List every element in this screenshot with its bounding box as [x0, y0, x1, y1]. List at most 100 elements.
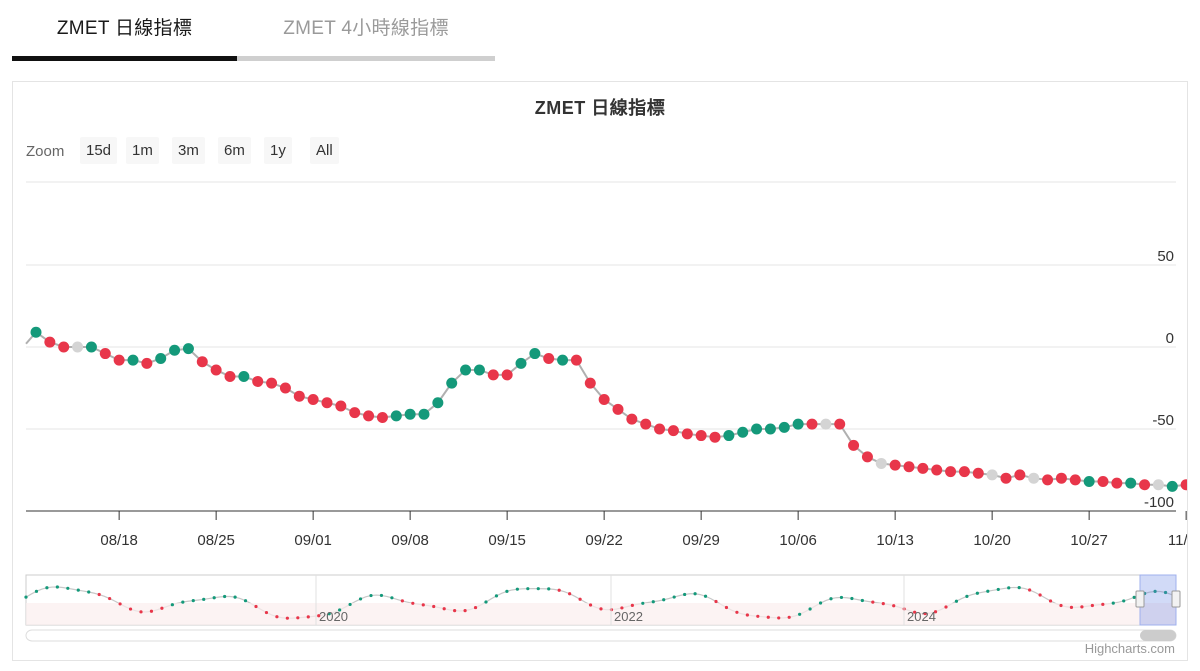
- data-point-down[interactable]: [99, 348, 111, 360]
- data-point-down[interactable]: [570, 354, 582, 366]
- data-point-down[interactable]: [584, 377, 596, 389]
- data-point-down[interactable]: [1180, 479, 1187, 491]
- data-point-down[interactable]: [266, 377, 278, 389]
- data-point-neutral[interactable]: [72, 341, 84, 353]
- data-point-down[interactable]: [972, 467, 984, 479]
- data-point-up[interactable]: [127, 354, 139, 366]
- data-point-down[interactable]: [1055, 472, 1067, 484]
- data-point-down[interactable]: [861, 451, 873, 463]
- data-point-down[interactable]: [487, 369, 499, 381]
- data-point-up[interactable]: [557, 354, 569, 366]
- data-point-down[interactable]: [335, 400, 347, 412]
- data-point-down[interactable]: [640, 418, 652, 430]
- data-point-down[interactable]: [917, 462, 929, 474]
- data-point-up[interactable]: [169, 344, 181, 356]
- data-point-down[interactable]: [848, 439, 860, 451]
- navigator-handle-left[interactable]: [1135, 590, 1145, 608]
- data-point-up[interactable]: [1166, 480, 1178, 492]
- data-point-up[interactable]: [238, 371, 250, 383]
- data-point-down[interactable]: [1097, 475, 1109, 487]
- data-point-up[interactable]: [432, 397, 444, 409]
- data-point-down[interactable]: [113, 354, 125, 366]
- data-point-down[interactable]: [1042, 474, 1054, 486]
- tab-4h-indicator[interactable]: ZMET 4小時線指標: [283, 18, 449, 39]
- tab-daily-indicator[interactable]: ZMET 日線指標: [56, 18, 193, 39]
- data-point-neutral[interactable]: [1028, 472, 1040, 484]
- data-point-down[interactable]: [501, 369, 513, 381]
- data-point-down[interactable]: [293, 390, 305, 402]
- data-point-neutral[interactable]: [820, 418, 832, 430]
- data-point-down[interactable]: [210, 364, 222, 376]
- data-point-up[interactable]: [460, 364, 472, 376]
- data-point-down[interactable]: [709, 431, 721, 443]
- data-point-up[interactable]: [30, 326, 42, 338]
- data-point-neutral[interactable]: [986, 469, 998, 481]
- data-point-down[interactable]: [931, 464, 943, 476]
- data-point-up[interactable]: [182, 343, 194, 355]
- zoom-15d-button[interactable]: 15d: [80, 137, 118, 164]
- data-point-up[interactable]: [473, 364, 485, 376]
- data-point-down[interactable]: [654, 423, 666, 435]
- data-point-down[interactable]: [376, 412, 388, 424]
- data-point-up[interactable]: [737, 426, 749, 438]
- data-point-up[interactable]: [792, 418, 804, 430]
- zoom-6m-button[interactable]: 6m: [218, 137, 251, 164]
- data-point-down[interactable]: [141, 357, 153, 369]
- data-point-up[interactable]: [404, 408, 416, 420]
- data-point-down[interactable]: [626, 413, 638, 425]
- data-point-up[interactable]: [723, 430, 735, 442]
- data-point-up[interactable]: [390, 410, 402, 422]
- data-point-down[interactable]: [224, 371, 236, 383]
- data-point-down[interactable]: [667, 425, 679, 437]
- data-point-down[interactable]: [58, 341, 70, 353]
- data-point-up[interactable]: [155, 352, 167, 364]
- data-point-down[interactable]: [349, 407, 361, 419]
- data-point-down[interactable]: [695, 430, 707, 442]
- data-point-down[interactable]: [321, 397, 333, 409]
- navigator-selection[interactable]: [1139, 574, 1177, 626]
- highcharts-credit[interactable]: Highcharts.com: [1084, 641, 1175, 656]
- zoom-1m-button[interactable]: 1m: [126, 137, 159, 164]
- data-point-down[interactable]: [279, 382, 291, 394]
- data-point-up[interactable]: [446, 377, 458, 389]
- data-point-up[interactable]: [778, 421, 790, 433]
- data-point-up[interactable]: [529, 348, 541, 360]
- data-point-down[interactable]: [363, 410, 375, 422]
- data-point-down[interactable]: [806, 418, 818, 430]
- data-point-up[interactable]: [515, 357, 527, 369]
- data-point-down[interactable]: [681, 428, 693, 440]
- data-point-down[interactable]: [252, 375, 264, 387]
- data-point-down[interactable]: [889, 459, 901, 471]
- data-point-up[interactable]: [418, 408, 430, 420]
- data-point-neutral[interactable]: [1152, 479, 1164, 491]
- data-point-down[interactable]: [307, 393, 319, 405]
- data-point-down[interactable]: [196, 356, 208, 368]
- data-point-up[interactable]: [764, 423, 776, 435]
- data-point-down[interactable]: [1014, 469, 1026, 481]
- data-point-down[interactable]: [1111, 477, 1123, 489]
- data-point-down[interactable]: [1139, 479, 1151, 491]
- zoom-3m-button[interactable]: 3m: [172, 137, 205, 164]
- data-point-down[interactable]: [834, 418, 846, 430]
- data-point-up[interactable]: [751, 423, 763, 435]
- navigator-handle-right[interactable]: [1171, 590, 1181, 608]
- data-point-up[interactable]: [85, 341, 97, 353]
- indicator-chart[interactable]: 50 0 -50 -100 08/18 08/25 09/01 09/08 09/15 09/22…: [13, 82, 1187, 660]
- zoom-1y-button[interactable]: 1y: [264, 137, 292, 164]
- data-point-up[interactable]: [1083, 475, 1095, 487]
- data-point-up[interactable]: [1125, 477, 1137, 489]
- scrollbar-track[interactable]: [25, 629, 1177, 642]
- data-point-down[interactable]: [1069, 474, 1081, 486]
- zoom-all-button[interactable]: All: [310, 137, 339, 164]
- data-point-down[interactable]: [945, 466, 957, 478]
- data-point-down[interactable]: [543, 352, 555, 364]
- data-point-down[interactable]: [903, 461, 915, 473]
- data-point-down[interactable]: [598, 393, 610, 405]
- scrollbar-thumb[interactable]: [1140, 630, 1176, 641]
- data-point-down[interactable]: [612, 403, 624, 415]
- data-point-down[interactable]: [1000, 472, 1012, 484]
- data-point-down[interactable]: [44, 336, 56, 348]
- navigator-point: [55, 585, 59, 589]
- data-point-neutral[interactable]: [875, 457, 887, 469]
- data-point-down[interactable]: [958, 466, 970, 478]
